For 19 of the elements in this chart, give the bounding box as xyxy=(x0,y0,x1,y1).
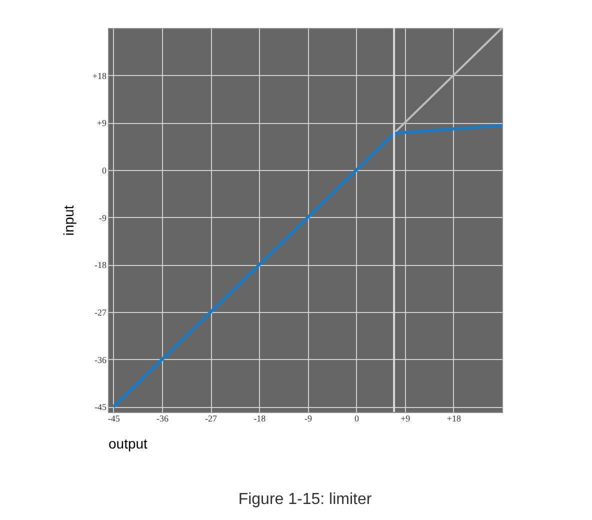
x-tick-label: -18 xyxy=(254,414,266,424)
y-tick-label: -27 xyxy=(94,308,107,318)
x-tick-label: +18 xyxy=(446,414,462,424)
y-tick-label: +18 xyxy=(92,70,107,81)
y-tick-label: 0 xyxy=(102,166,107,176)
y-tick-label: -45 xyxy=(94,402,107,412)
x-tick-label: 0 xyxy=(354,414,360,424)
x-tick-label: +9 xyxy=(400,414,411,424)
y-tick-label: +9 xyxy=(96,118,107,128)
x-tick-label: -36 xyxy=(156,414,169,424)
x-tick-label: -45 xyxy=(108,414,120,424)
y-axis-title: input xyxy=(60,205,76,236)
text: Figure 1-15: limiter xyxy=(238,491,372,508)
x-tick-label: -9 xyxy=(304,414,312,424)
y-tick-label: -36 xyxy=(94,354,107,365)
x-tick-label: -27 xyxy=(205,414,218,424)
y-tick-label: -9 xyxy=(99,212,107,223)
y-tick-label: -18 xyxy=(94,260,107,270)
x-axis-title: output xyxy=(108,436,148,452)
